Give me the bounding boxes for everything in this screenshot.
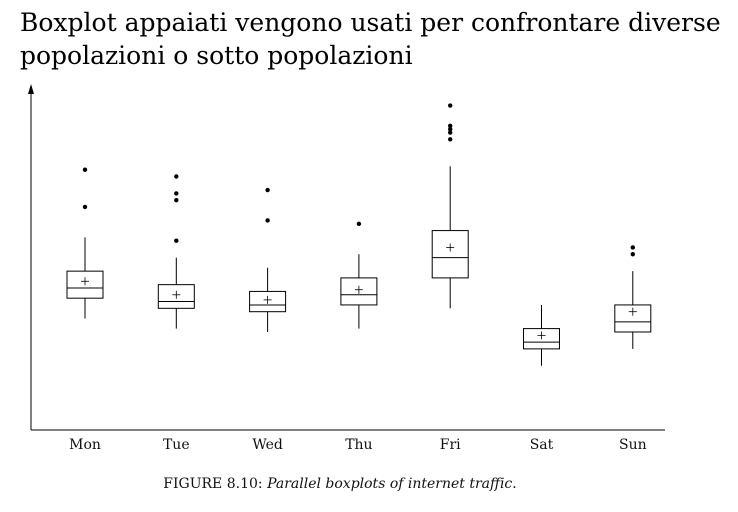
box-thu [340, 221, 378, 329]
figure-caption-label: FIGURE 8.10: [163, 476, 263, 492]
box-iqr [340, 277, 378, 306]
outlier-point [265, 218, 270, 223]
outlier-point [356, 221, 362, 227]
box-fri [431, 103, 469, 309]
outlier-point [174, 191, 179, 196]
x-tick-label-wed: Wed [252, 437, 283, 453]
x-tick-label-mon: Mon [69, 437, 101, 453]
outlier-point [265, 187, 270, 193]
outlier-point [82, 167, 88, 172]
box-iqr [249, 290, 287, 313]
outlier-point [630, 245, 635, 250]
figure-caption: FIGURE 8.10: Parallel boxplots of intern… [0, 476, 680, 492]
x-tick-label-tue: Tue [163, 437, 190, 453]
x-tick-label-sun: Sun [619, 437, 647, 453]
outlier-point [448, 137, 453, 142]
outlier-point [82, 204, 88, 210]
x-tick-label-fri: Fri [440, 437, 461, 453]
outlier-point [448, 126, 453, 132]
x-tick-labels: Mon Tue Wed Thu Fri Sat Sun [69, 437, 647, 453]
outlier-point [448, 103, 453, 108]
box-tue [157, 174, 195, 329]
box-iqr [157, 284, 195, 309]
y-axis-arrow-icon [28, 84, 34, 94]
box-sun [614, 245, 652, 349]
box-iqr [614, 304, 652, 333]
box-iqr [431, 230, 469, 279]
slide-title: Boxplot appaiati vengono usati per confr… [20, 8, 721, 70]
box-sat [523, 304, 560, 366]
outlier-point [174, 174, 179, 179]
boxplot-series [66, 103, 652, 366]
outlier-point [630, 252, 635, 257]
box-iqr [66, 270, 104, 299]
x-tick-label-sat: Sat [530, 437, 554, 453]
box-iqr [523, 328, 560, 350]
outlier-point [448, 130, 453, 135]
box-mon [66, 167, 104, 319]
x-tick-label-thu: Thu [345, 437, 372, 453]
box-wed [249, 187, 287, 332]
outlier-point [174, 197, 179, 203]
outlier-point [174, 238, 179, 243]
figure-caption-text: Parallel boxplots of internet traffic. [267, 476, 517, 492]
outlier-point [448, 123, 453, 128]
